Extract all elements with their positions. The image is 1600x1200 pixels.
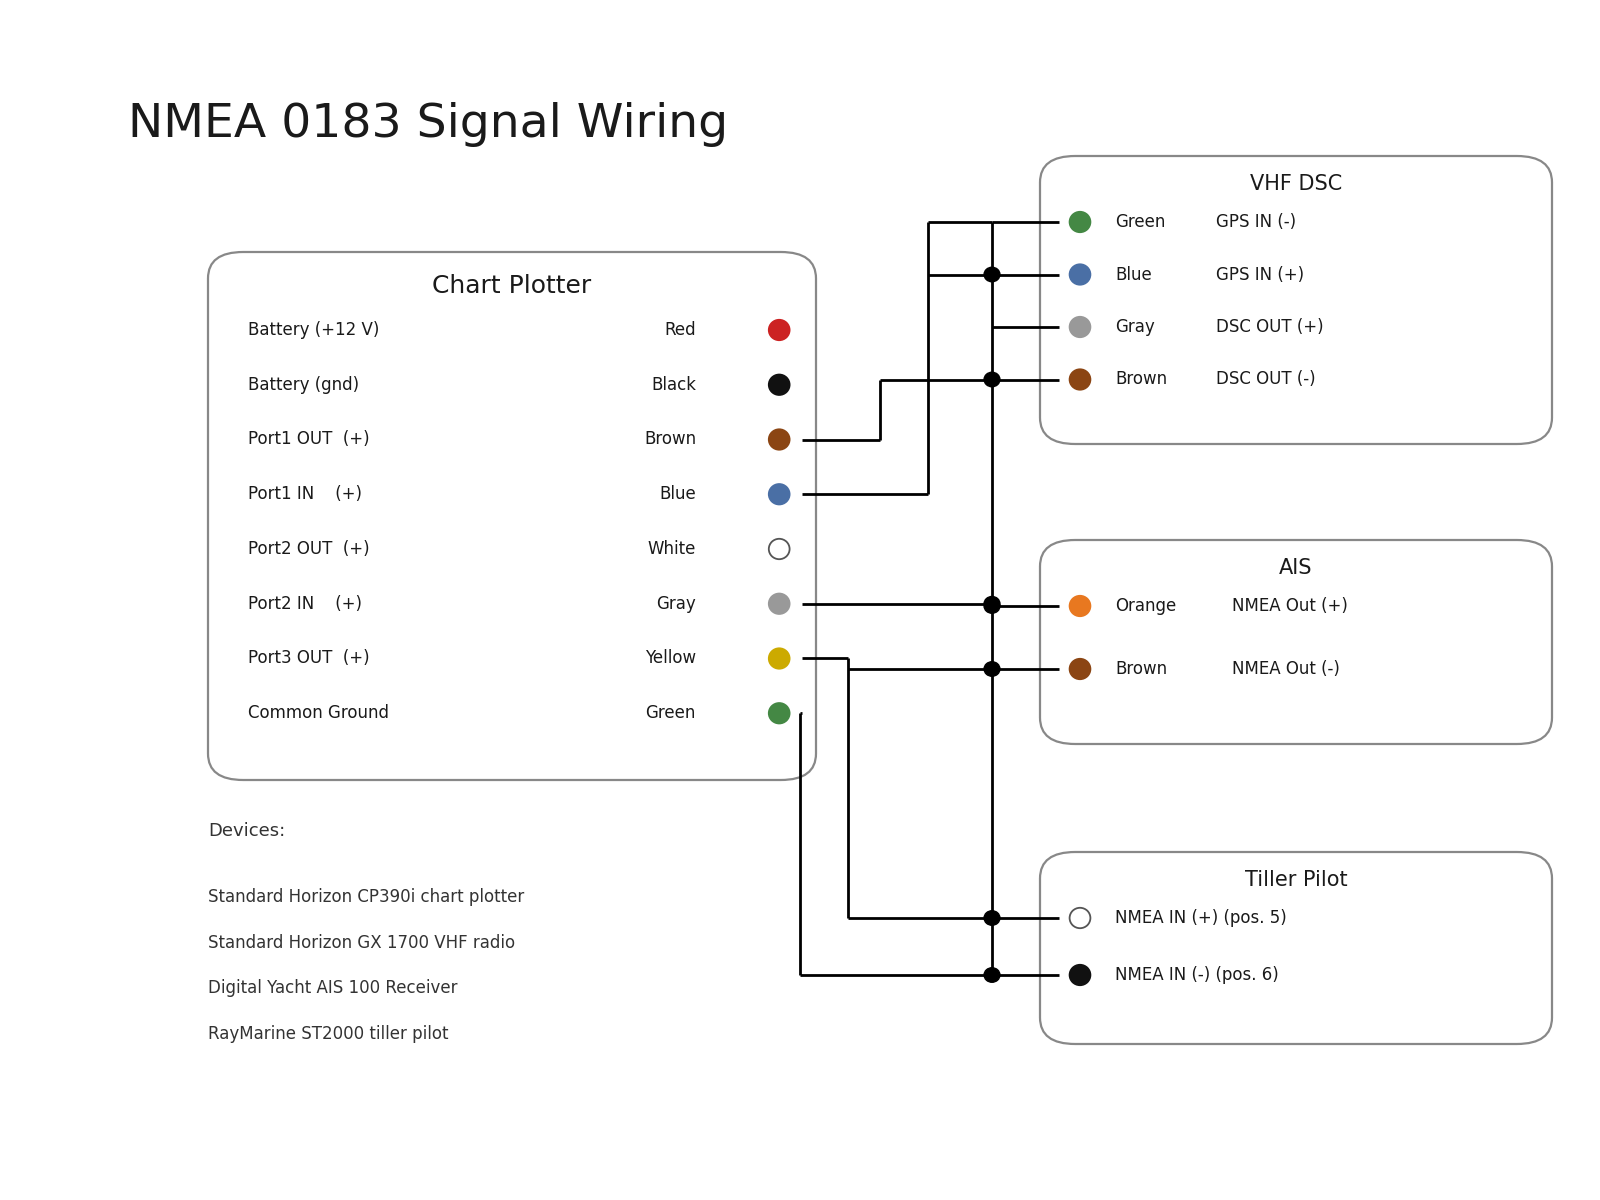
- Text: Yellow: Yellow: [645, 649, 696, 667]
- Text: White: White: [648, 540, 696, 558]
- Ellipse shape: [768, 374, 789, 395]
- Text: AIS: AIS: [1280, 558, 1312, 578]
- Text: Gray: Gray: [1115, 318, 1155, 336]
- Text: Blue: Blue: [1115, 265, 1152, 283]
- Text: Green: Green: [1115, 214, 1165, 230]
- Ellipse shape: [1069, 264, 1091, 284]
- Text: Blue: Blue: [659, 485, 696, 503]
- FancyBboxPatch shape: [1040, 540, 1552, 744]
- Text: Port2 OUT  (+): Port2 OUT (+): [248, 540, 370, 558]
- Ellipse shape: [1069, 907, 1091, 929]
- Ellipse shape: [768, 319, 789, 340]
- Text: Common Ground: Common Ground: [248, 704, 389, 722]
- Text: Green: Green: [646, 704, 696, 722]
- Text: Port1 OUT  (+): Port1 OUT (+): [248, 431, 370, 449]
- Text: Black: Black: [651, 376, 696, 394]
- Text: DSC OUT (-): DSC OUT (-): [1216, 371, 1315, 389]
- Ellipse shape: [1069, 595, 1091, 616]
- Ellipse shape: [1069, 317, 1091, 337]
- FancyBboxPatch shape: [1040, 852, 1552, 1044]
- Text: NMEA IN (-) (pos. 6): NMEA IN (-) (pos. 6): [1115, 966, 1278, 984]
- Ellipse shape: [1069, 659, 1091, 679]
- FancyBboxPatch shape: [1040, 156, 1552, 444]
- Text: Orange: Orange: [1115, 596, 1176, 614]
- Text: Devices:: Devices:: [208, 822, 285, 840]
- Ellipse shape: [768, 703, 789, 724]
- Text: NMEA 0183 Signal Wiring: NMEA 0183 Signal Wiring: [128, 102, 728, 146]
- Text: NMEA Out (+): NMEA Out (+): [1232, 596, 1347, 614]
- Ellipse shape: [1069, 370, 1091, 390]
- Text: NMEA Out (-): NMEA Out (-): [1232, 660, 1339, 678]
- Text: Battery (+12 V): Battery (+12 V): [248, 320, 379, 338]
- Ellipse shape: [768, 484, 789, 504]
- Text: Tiller Pilot: Tiller Pilot: [1245, 870, 1347, 890]
- Text: Digital Yacht AIS 100 Receiver: Digital Yacht AIS 100 Receiver: [208, 979, 458, 997]
- Text: Red: Red: [664, 320, 696, 338]
- Text: Chart Plotter: Chart Plotter: [432, 274, 592, 298]
- Ellipse shape: [984, 661, 1000, 677]
- Text: GPS IN (+): GPS IN (+): [1216, 265, 1304, 283]
- Text: VHF DSC: VHF DSC: [1250, 174, 1342, 194]
- Ellipse shape: [984, 911, 1000, 925]
- Text: Port2 IN    (+): Port2 IN (+): [248, 595, 362, 613]
- Ellipse shape: [768, 430, 789, 450]
- Ellipse shape: [1069, 965, 1091, 985]
- Ellipse shape: [984, 599, 1000, 613]
- Ellipse shape: [984, 967, 1000, 983]
- Text: Battery (gnd): Battery (gnd): [248, 376, 358, 394]
- Text: Gray: Gray: [656, 595, 696, 613]
- Text: Standard Horizon CP390i chart plotter: Standard Horizon CP390i chart plotter: [208, 888, 525, 906]
- Ellipse shape: [1069, 211, 1091, 233]
- Text: Port1 IN    (+): Port1 IN (+): [248, 485, 362, 503]
- FancyBboxPatch shape: [208, 252, 816, 780]
- Text: Standard Horizon GX 1700 VHF radio: Standard Horizon GX 1700 VHF radio: [208, 934, 515, 952]
- Text: RayMarine ST2000 tiller pilot: RayMarine ST2000 tiller pilot: [208, 1025, 448, 1043]
- Text: Port3 OUT  (+): Port3 OUT (+): [248, 649, 370, 667]
- Ellipse shape: [984, 268, 1000, 282]
- Text: Brown: Brown: [643, 431, 696, 449]
- Ellipse shape: [984, 596, 1000, 611]
- Text: Brown: Brown: [1115, 371, 1168, 389]
- Text: GPS IN (-): GPS IN (-): [1216, 214, 1296, 230]
- Ellipse shape: [984, 372, 1000, 386]
- Ellipse shape: [768, 539, 789, 559]
- Text: Brown: Brown: [1115, 660, 1168, 678]
- Text: NMEA IN (+) (pos. 5): NMEA IN (+) (pos. 5): [1115, 910, 1286, 926]
- Ellipse shape: [768, 594, 789, 614]
- Ellipse shape: [768, 648, 789, 668]
- Text: DSC OUT (+): DSC OUT (+): [1216, 318, 1323, 336]
